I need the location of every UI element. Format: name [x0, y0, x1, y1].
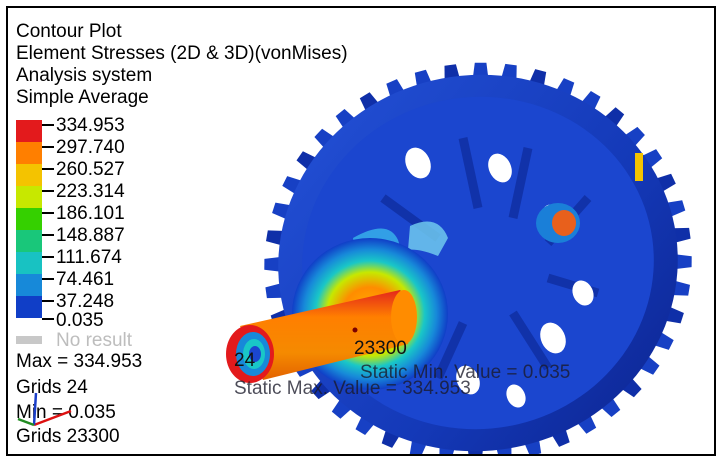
legend-band	[16, 186, 42, 208]
legend-value: 0.035	[56, 310, 104, 331]
legend-band	[16, 252, 42, 274]
averaging-label: Simple Average	[16, 87, 149, 108]
legend-band	[16, 208, 42, 230]
legend-value: 111.674	[56, 247, 122, 268]
legend-value: 260.527	[56, 159, 125, 180]
min-node-id: 23300	[354, 338, 407, 359]
max-node-id: 24	[234, 350, 256, 371]
legend-band	[16, 142, 42, 164]
legend-band	[16, 230, 42, 252]
max-value-label: Max = 334.953	[16, 351, 143, 372]
legend-value: 148.887	[56, 225, 125, 246]
legend-value: 186.101	[56, 203, 125, 224]
gear-model[interactable]	[8, 8, 714, 454]
min-grids-label: Grids 23300	[16, 426, 120, 447]
legend-band	[16, 120, 42, 142]
legend-value: 74.461	[56, 269, 115, 290]
result-type-label: Element Stresses (2D & 3D)(vonMises)	[16, 43, 348, 64]
legend-value: 37.248	[56, 291, 115, 312]
legend-band	[16, 164, 42, 186]
coordinate-triad-icon	[17, 392, 72, 427]
legend-value: 297.740	[56, 137, 125, 158]
max-grids-label: Grids 24	[16, 377, 88, 398]
viewport[interactable]: Contour Plot Element Stresses (2D & 3D)(…	[6, 6, 716, 456]
no-result-label: No result	[56, 330, 133, 351]
static-max-label: Static Max. Value = 334.953	[234, 378, 471, 399]
contour-plot-title: Contour Plot	[16, 21, 122, 42]
legend-band	[16, 274, 42, 296]
legend-value: 223.314	[56, 181, 125, 202]
legend-band	[16, 296, 42, 318]
static-min-label: Static Min. Value = 0.035	[360, 362, 571, 383]
no-result-swatch	[16, 336, 42, 344]
coordinate-system-label: Analysis system	[16, 65, 153, 86]
legend-value: 334.953	[56, 115, 125, 136]
